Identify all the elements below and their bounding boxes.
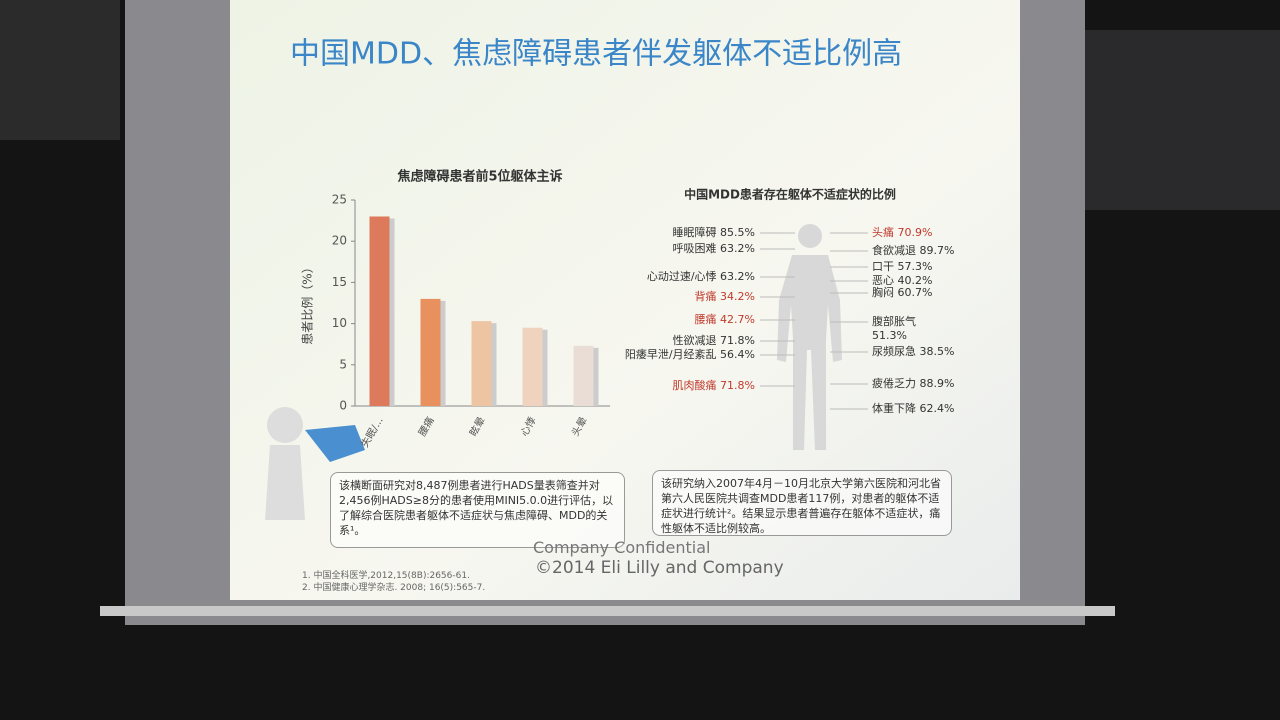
figure-icon [265, 407, 365, 520]
symptom-label: 心动过速/心悸 63.2% [647, 270, 755, 283]
symptom-label: 胸闷 60.7% [872, 285, 932, 299]
y-tick-label: 10 [332, 316, 347, 330]
symptom-label: 腹部胀气 [872, 314, 916, 328]
symptom-label: 呼吸困难 63.2% [673, 242, 755, 255]
wall-panel [1085, 30, 1280, 210]
bar [573, 345, 594, 406]
symptom-label: 51.3% [872, 329, 907, 342]
symptom-label: 疲倦乏力 88.9% [872, 376, 954, 390]
diagram-title: 中国MDD患者存在躯体不适症状的比例 [684, 187, 896, 202]
slide-title: 中国MDD、焦虑障碍患者伴发躯体不适比例高 [290, 37, 902, 72]
symptom-label: 尿频尿急 38.5% [872, 344, 954, 358]
symptom-label: 性欲减退 71.8% [673, 333, 755, 347]
right-note: 该研究纳入2007年4月－10月北京大学第六医院和河北省第六人民医院共调查MDD… [652, 470, 952, 536]
symptom-label: 阳痿早泄/月经紊乱 56.4% [625, 347, 755, 361]
symptom-label: 睡眠障碍 85.5% [673, 225, 755, 239]
symptom-label: 口干 57.3% [872, 260, 932, 273]
y-axis-label: 患者比例（%） [301, 261, 315, 344]
bar [522, 327, 543, 406]
bar [420, 298, 441, 406]
symptom-label: 头痛 70.9% [872, 225, 932, 239]
reference: 1. 中国全科医学,2012,15(8B):2656-61. [302, 571, 470, 581]
y-tick-label: 20 [332, 234, 347, 248]
y-tick-label: 0 [339, 399, 347, 413]
bar [471, 321, 492, 406]
left-note: 该横断面研究对8,487例患者进行HADS量表筛查并对2,456例HADS≥8分… [330, 472, 625, 548]
body-silhouette [777, 224, 842, 450]
reference: 2. 中国健康心理学杂志. 2008; 16(5):565-7. [302, 583, 486, 593]
screen-bar [100, 606, 1115, 616]
chart-title: 焦虑障碍患者前5位躯体主诉 [396, 169, 562, 185]
symptom-label: 恶心 40.2% [872, 274, 932, 287]
bar [369, 216, 390, 406]
symptom-label: 肌肉酸痛 71.8% [673, 378, 755, 392]
symptom-label: 体重下降 62.4% [872, 401, 954, 415]
y-tick-label: 25 [332, 193, 347, 207]
y-tick-label: 5 [339, 357, 347, 371]
symptom-label: 背痛 34.2% [695, 289, 755, 303]
y-tick-label: 15 [332, 275, 347, 289]
wall-panel [0, 0, 120, 140]
copyright: ©2014 Eli Lilly and Company [535, 558, 784, 578]
references: 1. 中国全科医学,2012,15(8B):2656-61. 2. 中国健康心理… [302, 570, 485, 594]
symptom-label: 食欲减退 89.7% [872, 243, 954, 257]
symptom-label: 腰痛 42.7% [695, 312, 755, 326]
confidential: Company Confidential [533, 538, 711, 557]
